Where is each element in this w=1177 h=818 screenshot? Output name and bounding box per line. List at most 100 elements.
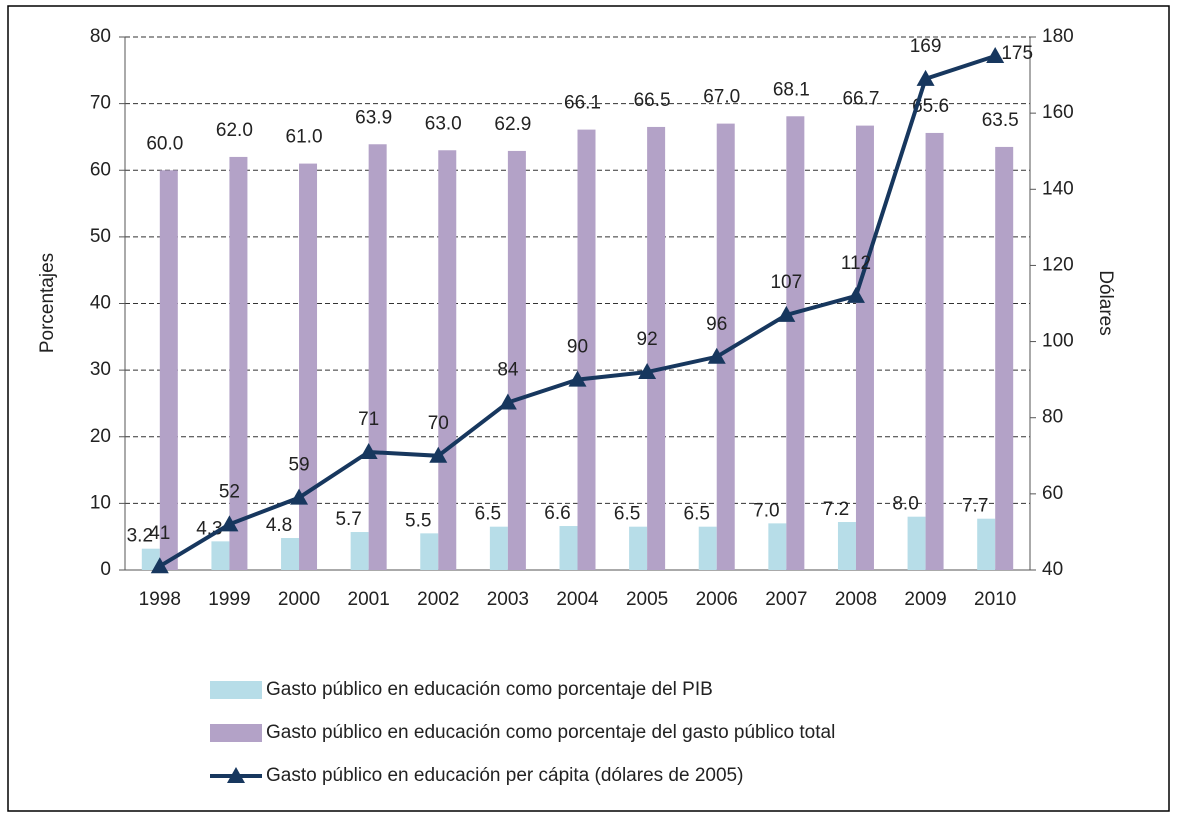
- legend-label: Gasto público en educación como porcenta…: [266, 722, 835, 743]
- bar: [420, 533, 439, 570]
- x-tick-label: 2006: [696, 589, 738, 610]
- bar: [786, 116, 805, 570]
- bar: [229, 156, 248, 571]
- frame: [7, 5, 1170, 812]
- bar-value-label: 66.1: [564, 93, 601, 114]
- x-tick-label: 1998: [139, 589, 181, 610]
- legend-label: Gasto público en educación como porcenta…: [266, 679, 713, 700]
- bar: [768, 523, 787, 570]
- y2-tick-label: 100: [1042, 331, 1074, 352]
- bar: [837, 522, 856, 570]
- bar: [281, 538, 300, 570]
- bar-value-label: 63.5: [982, 110, 1019, 131]
- line-value-label: 112: [841, 253, 871, 274]
- legend-swatch: [210, 681, 262, 699]
- bar-value-label: 6.5: [684, 504, 710, 525]
- x-tick-label: 2008: [835, 589, 877, 610]
- y-tick-label: 30: [90, 359, 111, 380]
- y2-tick-label: 160: [1042, 102, 1074, 123]
- bar-value-label: 60.0: [146, 133, 183, 154]
- line-value-label: 52: [219, 481, 240, 502]
- bar: [368, 144, 387, 571]
- line-value-label: 84: [497, 360, 519, 381]
- bar: [629, 526, 648, 570]
- legend-label: Gasto público en educación per cápita (d…: [266, 765, 743, 786]
- line-marker: [986, 47, 1005, 64]
- bar-value-label: 63.9: [355, 107, 392, 128]
- bar-value-label: 5.7: [335, 509, 361, 530]
- bar: [489, 526, 508, 570]
- bar-value-label: 63.0: [425, 113, 462, 134]
- bar-value-label: 67.0: [703, 87, 740, 108]
- bar-value-label: 66.5: [634, 90, 671, 111]
- line-marker: [429, 446, 448, 463]
- bar: [559, 526, 578, 570]
- bar-value-label: 3.2: [127, 526, 153, 547]
- line-marker: [846, 286, 865, 303]
- bar-value-label: 4.8: [266, 515, 292, 536]
- x-tick-label: 2000: [278, 589, 320, 610]
- line-value-label: 71: [358, 409, 379, 430]
- bar-value-label: 61.0: [286, 127, 323, 148]
- line-marker: [359, 442, 378, 459]
- y-axis-label: Porcentajes: [37, 253, 58, 353]
- y-tick-label: 0: [100, 559, 111, 580]
- line-marker: [638, 363, 657, 380]
- x-tick-label: 1999: [208, 589, 250, 610]
- bar: [995, 146, 1014, 570]
- y2-tick-label: 140: [1042, 178, 1074, 199]
- bar-value-label: 6.5: [614, 504, 640, 525]
- bar: [577, 129, 596, 570]
- legend-swatch: [210, 724, 262, 742]
- line-marker: [220, 515, 239, 532]
- line-marker: [777, 305, 796, 322]
- bar: [855, 125, 874, 570]
- y-tick-label: 60: [90, 159, 111, 180]
- bar: [907, 516, 926, 570]
- bar-value-label: 6.5: [475, 504, 501, 525]
- x-tick-label: 2009: [904, 589, 946, 610]
- line-value-label: 41: [149, 523, 170, 544]
- bar: [716, 123, 735, 571]
- bar-value-label: 65.6: [912, 96, 949, 117]
- y2-tick-label: 180: [1042, 26, 1074, 47]
- bar-value-label: 66.7: [842, 89, 879, 110]
- line-value-label: 96: [706, 314, 727, 335]
- x-tick-label: 2003: [487, 589, 529, 610]
- bar: [925, 132, 944, 570]
- bar: [977, 518, 996, 570]
- bar-value-label: 6.6: [544, 503, 570, 524]
- y-tick-label: 10: [90, 492, 111, 513]
- line-marker: [568, 370, 587, 387]
- y-tick-label: 40: [90, 293, 111, 314]
- bar-value-label: 62.9: [494, 114, 531, 135]
- bar: [299, 163, 318, 570]
- legend-marker: [227, 767, 245, 783]
- bar: [159, 170, 178, 570]
- line-value-label: 92: [637, 329, 658, 350]
- y-tick-label: 80: [90, 26, 111, 47]
- bar-value-label: 7.2: [823, 499, 849, 520]
- line-value-label: 175: [1001, 43, 1033, 64]
- y-tick-label: 50: [90, 226, 111, 247]
- bar-value-label: 7.0: [753, 500, 779, 521]
- bar-value-label: 5.5: [405, 510, 431, 531]
- y2-axis-label: Dólares: [1095, 270, 1116, 335]
- bar: [647, 126, 666, 570]
- line-value-label: 59: [288, 455, 309, 476]
- line-value-label: 90: [567, 337, 588, 358]
- line-value-label: 169: [910, 36, 942, 57]
- y2-tick-label: 40: [1042, 559, 1063, 580]
- bar: [350, 532, 369, 570]
- bar: [507, 150, 526, 570]
- bar: [698, 526, 717, 570]
- line-value-label: 70: [428, 413, 449, 434]
- bar: [438, 150, 457, 570]
- x-tick-label: 2007: [765, 589, 807, 610]
- bar: [211, 541, 230, 570]
- x-tick-label: 2001: [348, 589, 390, 610]
- line-marker: [498, 393, 517, 410]
- y2-tick-label: 120: [1042, 254, 1074, 275]
- bar-value-label: 8.0: [892, 494, 918, 515]
